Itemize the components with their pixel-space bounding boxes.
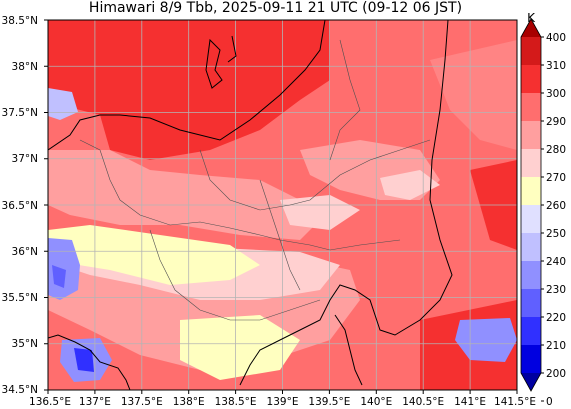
prefecture-border-5 <box>329 39 361 161</box>
lat-tick-labels: 38.5°N 38°N 37.5°N 37°N 36.5°N 36°N 35.5… <box>2 15 38 396</box>
colorbar-segment <box>521 205 541 234</box>
colorbar-label: 270 <box>546 172 566 184</box>
coastline-sea-of-japan <box>48 20 326 151</box>
colorbar-extend-bottom <box>521 373 541 391</box>
colorbar-label: 230 <box>546 284 566 296</box>
lon-tick-138: 138°E <box>173 396 205 408</box>
prefecture-border-4 <box>259 179 301 291</box>
colorbar-label: 290 <box>546 116 566 128</box>
prefecture-border-2 <box>199 139 431 211</box>
colorbar-segment <box>521 177 541 206</box>
lat-tick-35-5: 35.5°N <box>2 292 38 304</box>
tbb-cold-south-core <box>74 348 94 372</box>
colorbar-extend-top <box>521 19 541 37</box>
lat-tick-36-5: 36.5°N <box>2 200 38 212</box>
tbb-band-280a <box>48 150 320 240</box>
lon-tick-labels: 136.5°E 137°E 137.5°E 138°E 138.5°E 139°… <box>29 396 536 408</box>
lat-tick-35: 35°N <box>12 338 38 350</box>
colorbar-label: 400 <box>546 32 566 44</box>
lat-tick-38: 38°N <box>12 61 38 73</box>
colorbar-segment <box>521 121 541 150</box>
tbb-band-250b <box>180 315 300 380</box>
colorbar-segment <box>521 37 541 66</box>
lon-tick-140: 140°E <box>360 396 392 408</box>
coastline-izu <box>334 314 363 386</box>
coastline-sado <box>205 38 223 89</box>
colorbar-segment <box>521 93 541 122</box>
lon-tick-139: 139°E <box>267 396 299 408</box>
lat-tick-38-5: 38.5°N <box>2 15 38 27</box>
lon-tick-marks <box>47 390 518 394</box>
coastline-ise <box>48 334 131 390</box>
colorbar <box>520 18 542 392</box>
lon-tick-137-5: 137.5°E <box>121 396 163 408</box>
tbb-band-250 <box>48 225 260 285</box>
colorbar-segment <box>521 289 541 318</box>
tbb-cold-west-core <box>52 265 66 288</box>
lon-tick-136-5: 136.5°E <box>29 396 71 408</box>
lon-tick-141: 141°E <box>454 396 486 408</box>
colorbar-label: 240 <box>546 256 566 268</box>
colorbar-label: 220 <box>546 312 566 324</box>
lat-tick-marks <box>44 19 48 391</box>
coastline-pacific <box>239 20 453 386</box>
colorbar-label: 280 <box>546 144 566 156</box>
lat-tick-37: 37°N <box>12 153 38 165</box>
prefecture-border-1 <box>79 139 401 251</box>
boundaries <box>48 20 453 390</box>
colorbar-label: 310 <box>546 60 566 72</box>
colorbar-label: 200 <box>546 368 566 380</box>
coastline-sado-east <box>227 35 237 63</box>
tbb-cold-nw <box>48 88 78 120</box>
colorbar-label: 260 <box>546 200 566 212</box>
tbb-northeast <box>430 40 517 150</box>
colorbar-segment <box>521 261 541 290</box>
lat-tick-34-5: 34.5°N <box>2 384 38 396</box>
lon-tick-138-5: 138.5°E <box>215 396 257 408</box>
colorbar-segment <box>521 317 541 346</box>
prefecture-border-3 <box>149 229 321 321</box>
colorbar-label: 0 <box>546 396 553 408</box>
colorbar-segment <box>521 65 541 94</box>
colorbar-segment <box>521 233 541 262</box>
colorbar-label: 210 <box>546 340 566 352</box>
lon-tick-137: 137°E <box>79 396 111 408</box>
colorbar-label: 300 <box>546 88 566 100</box>
colorbar-labels: 400 310 300 290 280 270 260 250 240 230 220 210 200 0 <box>541 32 566 408</box>
lat-tick-36: 36°N <box>12 246 38 258</box>
graticule <box>48 20 517 390</box>
lat-tick-37-5: 37.5°N <box>2 107 38 119</box>
lon-tick-141-5: 141.5°E <box>494 396 536 408</box>
colorbar-label: 250 <box>546 228 566 240</box>
colorbar-unit: K <box>527 11 536 25</box>
colorbar-segment <box>521 345 541 374</box>
tbb-band-270c <box>380 170 440 200</box>
map-title: Himawari 8/9 Tbb, 2025-09-11 21 UTC (09-… <box>88 0 463 16</box>
colorbar-segment <box>521 149 541 178</box>
lon-tick-140-5: 140.5°E <box>402 396 444 408</box>
tbb-band-270b <box>280 195 360 230</box>
lon-tick-139-5: 139.5°E <box>308 396 350 408</box>
